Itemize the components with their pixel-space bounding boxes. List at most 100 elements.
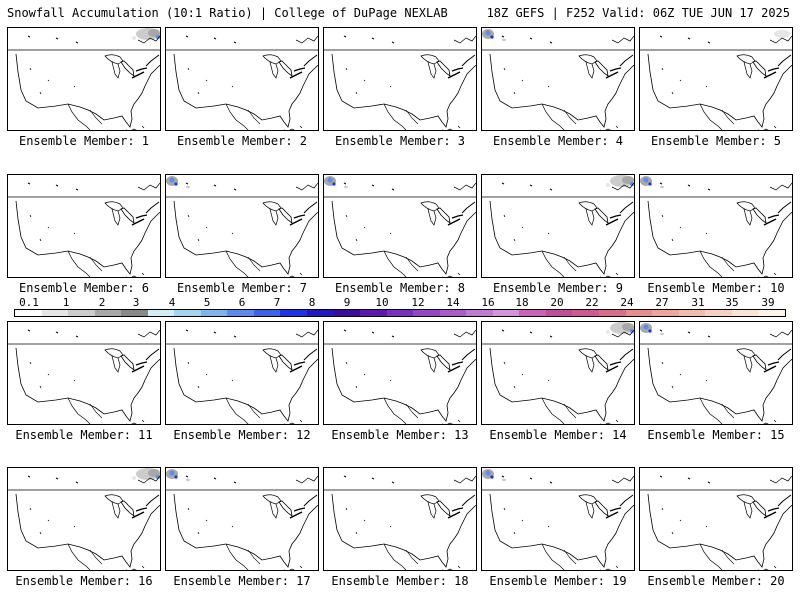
ensemble-member-label: Ensemble Member: 20 — [647, 574, 785, 588]
us-map-outline — [640, 475, 792, 570]
colorbar-segment — [466, 310, 493, 316]
colorbar-segment — [121, 310, 148, 316]
colorbar-segment — [253, 310, 281, 316]
us-map-outline — [324, 329, 476, 424]
colorbar-tick-label: 7 — [273, 296, 281, 309]
colorbar-tick-label: 2 — [98, 296, 106, 309]
colorbar-segment — [386, 310, 414, 316]
colorbar-segment — [625, 310, 653, 316]
us-map-outline — [8, 182, 160, 277]
colorbar-segment — [200, 310, 228, 316]
us-map-outline — [8, 468, 160, 570]
model-valid-time: 18Z GEFS | F252 Valid: 06Z TUE JUN 17 20… — [486, 6, 790, 20]
us-map-outline — [166, 329, 318, 424]
colorbar-tick-label: 6 — [238, 296, 246, 309]
colorbar-segment — [68, 310, 95, 316]
ensemble-member-label: Ensemble Member: 18 — [331, 574, 469, 588]
us-map-outline — [166, 469, 318, 570]
ensemble-member-map — [165, 321, 319, 425]
ensemble-member-label: Ensemble Member: 14 — [489, 428, 627, 442]
colorbar-tick-label: 27 — [655, 296, 669, 309]
ensemble-member-map — [639, 321, 793, 425]
us-map-outline — [640, 176, 792, 277]
colorbar-segment — [492, 310, 520, 316]
ensemble-member-label: Ensemble Member: 10 — [647, 281, 785, 295]
ensemble-member-label: Ensemble Member: 8 — [334, 281, 466, 295]
ensemble-member-map — [7, 174, 161, 278]
ensemble-member-map — [7, 467, 161, 571]
colorbar-tick-label: 31 — [691, 296, 705, 309]
colorbar — [14, 309, 786, 317]
colorbar-tick-label: 10 — [375, 296, 389, 309]
us-map-outline — [324, 35, 476, 130]
ensemble-member-label: Ensemble Member: 15 — [647, 428, 785, 442]
colorbar-segment — [333, 310, 361, 316]
colorbar-segment — [307, 310, 334, 316]
colorbar-segment — [147, 310, 175, 316]
us-map-outline — [166, 35, 318, 130]
us-map-outline — [324, 475, 476, 570]
colorbar-tick-label: 3 — [132, 296, 140, 309]
ensemble-member-label: Ensemble Member: 4 — [492, 134, 624, 148]
ensemble-member-map — [481, 321, 635, 425]
ensemble-member-map — [323, 321, 477, 425]
us-map-outline — [166, 176, 318, 277]
ensemble-member-map — [481, 467, 635, 571]
us-map-outline — [324, 176, 476, 277]
colorbar-tick-label: 4 — [168, 296, 176, 309]
colorbar-segment — [652, 310, 679, 316]
colorbar-segment — [15, 310, 42, 316]
ensemble-member-label: Ensemble Member: 5 — [650, 134, 782, 148]
colorbar-tick-label: 20 — [550, 296, 564, 309]
us-map-outline — [640, 30, 792, 130]
ensemble-member-label: Ensemble Member: 1 — [18, 134, 150, 148]
ensemble-member-label: Ensemble Member: 6 — [18, 281, 150, 295]
us-map-outline — [8, 329, 160, 424]
ensemble-member-label: Ensemble Member: 11 — [15, 428, 153, 442]
ensemble-member-map — [165, 467, 319, 571]
ensemble-member-map — [639, 27, 793, 131]
colorbar-segment — [545, 310, 573, 316]
colorbar-segment — [519, 310, 546, 316]
ensemble-member-map — [7, 321, 161, 425]
colorbar-tick-label: 0.1 — [19, 296, 39, 309]
colorbar-segment — [41, 310, 69, 316]
ensemble-member-label: Ensemble Member: 12 — [173, 428, 311, 442]
us-map-outline — [482, 175, 634, 277]
colorbar-segment — [705, 310, 732, 316]
us-map-outline — [482, 469, 634, 570]
colorbar-tick-label: 39 — [761, 296, 775, 309]
ensemble-member-map — [481, 174, 635, 278]
us-map-outline — [482, 29, 634, 130]
ensemble-member-map — [323, 27, 477, 131]
colorbar-segment — [731, 310, 759, 316]
colorbar-segment — [227, 310, 254, 316]
ensemble-member-map — [7, 27, 161, 131]
ensemble-member-map — [639, 174, 793, 278]
ensemble-member-label: Ensemble Member: 13 — [331, 428, 469, 442]
colorbar-segment — [572, 310, 600, 316]
colorbar-tick-label: 8 — [308, 296, 316, 309]
colorbar-segment — [174, 310, 201, 316]
chart-title: Snowfall Accumulation (10:1 Ratio) | Col… — [7, 6, 448, 20]
ensemble-member-label: Ensemble Member: 2 — [176, 134, 308, 148]
colorbar-tick-label: 35 — [725, 296, 739, 309]
colorbar-segment — [280, 310, 308, 316]
ensemble-member-label: Ensemble Member: 3 — [334, 134, 466, 148]
ensemble-member-label: Ensemble Member: 17 — [173, 574, 311, 588]
ensemble-member-map — [323, 174, 477, 278]
colorbar-tick-label: 1 — [62, 296, 70, 309]
colorbar-segment — [599, 310, 626, 316]
ensemble-member-label: Ensemble Member: 9 — [492, 281, 624, 295]
colorbar-tick-label: 9 — [343, 296, 351, 309]
colorbar-tick-label: 5 — [203, 296, 211, 309]
us-map-outline — [8, 28, 160, 130]
ensemble-member-label: Ensemble Member: 16 — [15, 574, 153, 588]
colorbar-segment — [94, 310, 122, 316]
ensemble-member-map — [639, 467, 793, 571]
ensemble-member-label: Ensemble Member: 7 — [176, 281, 308, 295]
colorbar-segment — [439, 310, 467, 316]
colorbar-tick-label: 14 — [446, 296, 460, 309]
colorbar-segment — [360, 310, 387, 316]
ensemble-member-label: Ensemble Member: 19 — [489, 574, 627, 588]
